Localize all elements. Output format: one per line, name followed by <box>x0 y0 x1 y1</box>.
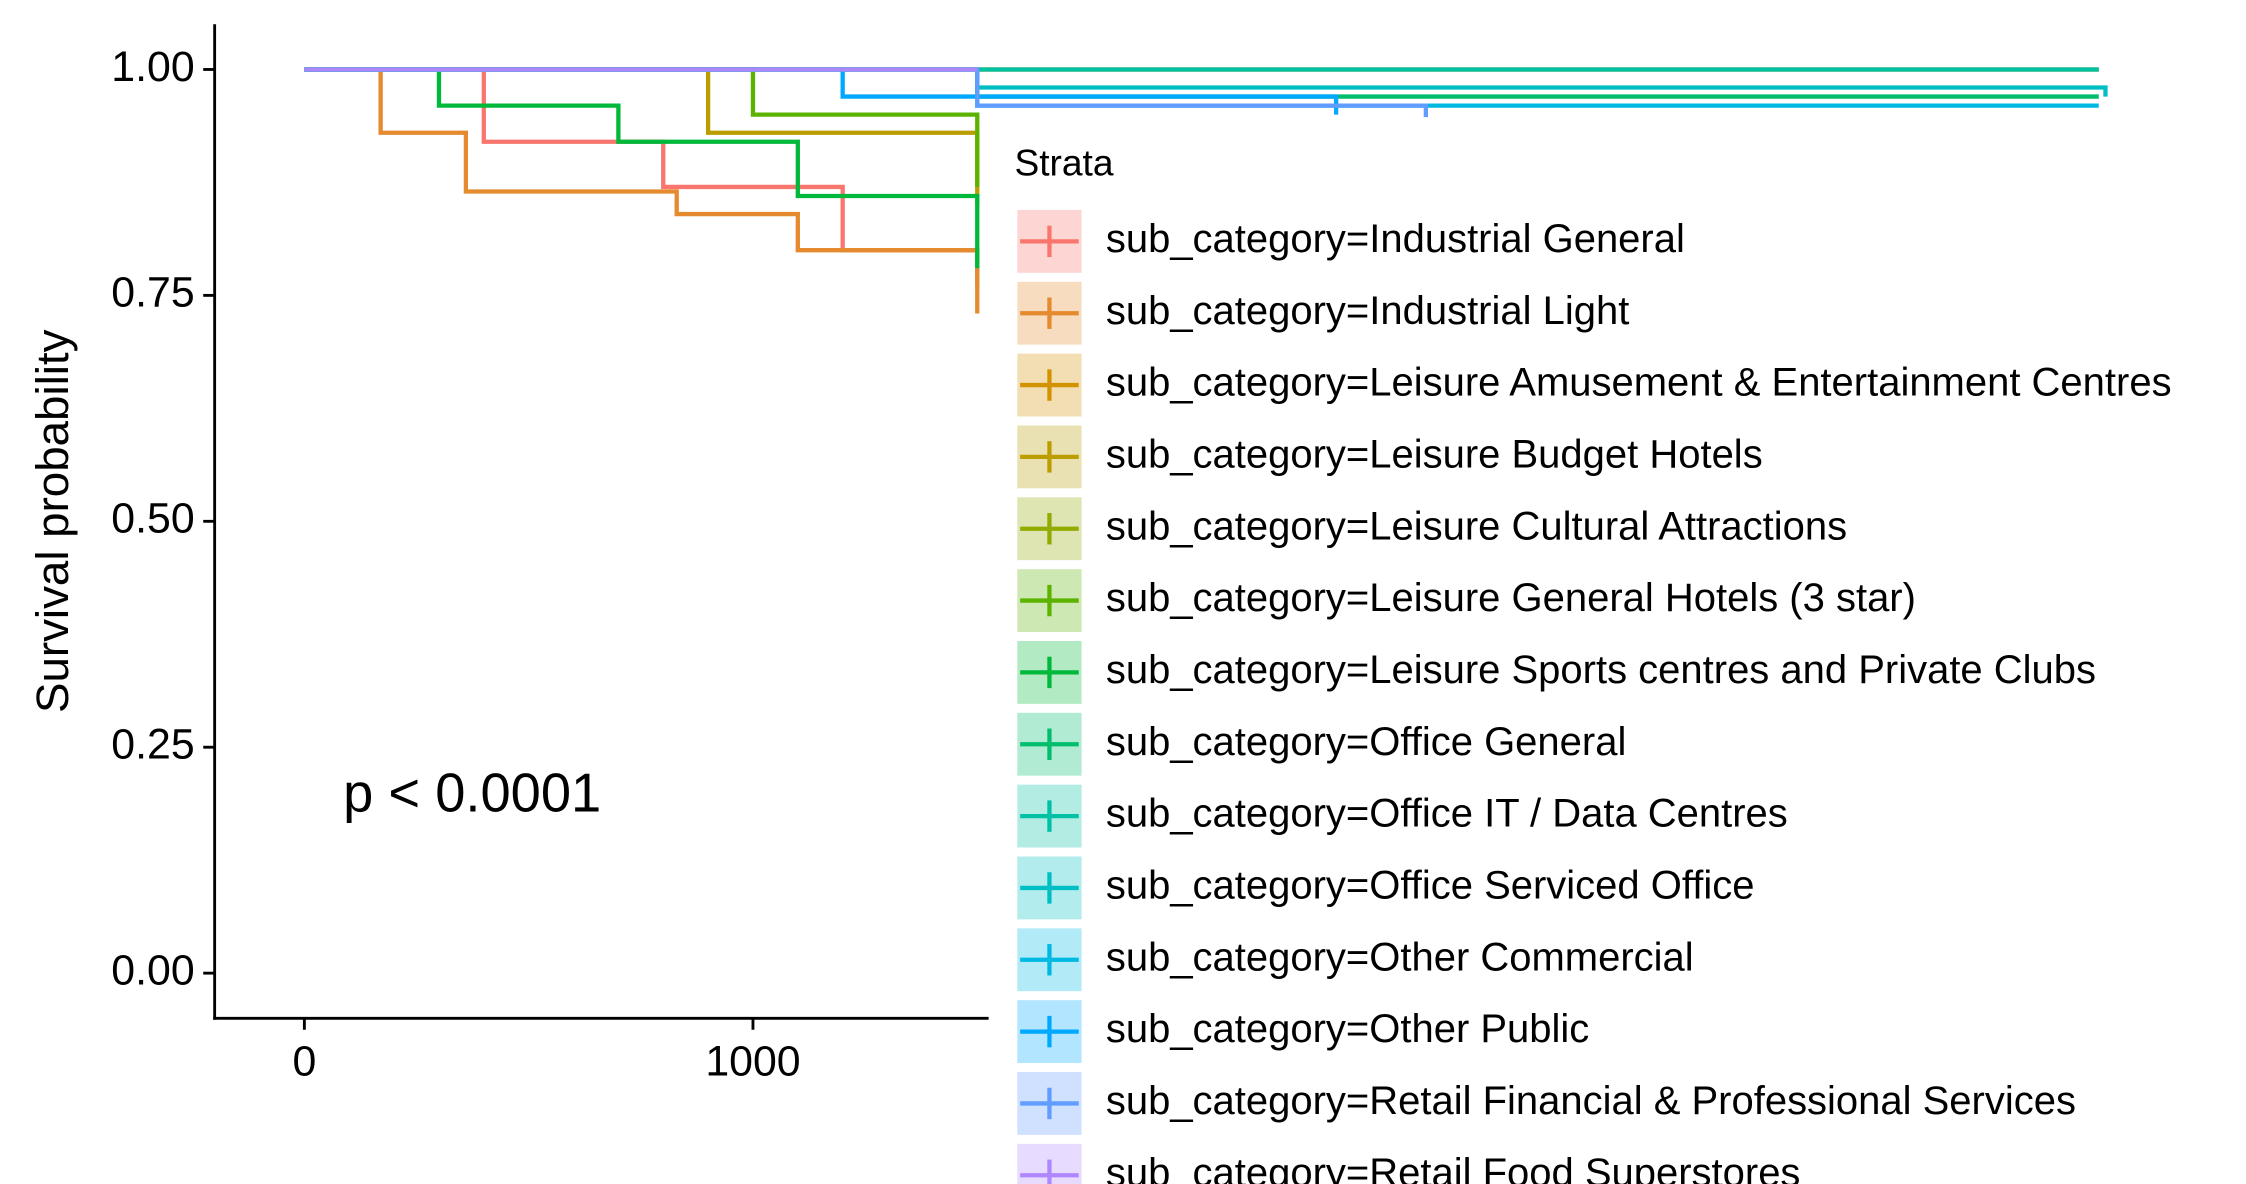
legend-label: sub_category=Industrial General <box>1106 217 1685 261</box>
legend-label: sub_category=Leisure Cultural Attraction… <box>1106 504 1847 548</box>
legend-label: sub_category=Office Serviced Office <box>1106 863 1755 907</box>
legend-label: sub_category=Leisure Amusement & Enterta… <box>1106 361 2172 405</box>
x-tick-label: 1000 <box>705 1037 800 1085</box>
legend-title: Strata <box>1014 141 1113 183</box>
survival-curve <box>304 67 2108 97</box>
legend-label: sub_category=Retail Financial & Professi… <box>1106 1079 2076 1123</box>
y-tick-label: 0.50 <box>111 495 194 543</box>
legend-label: sub_category=Other Public <box>1106 1007 1589 1051</box>
legend: sub_category=Industrial General sub_categ… <box>1017 209 2172 1184</box>
legend-label: sub_category=Other Commercial <box>1106 935 1694 979</box>
y-tick-label: 0.00 <box>111 946 194 994</box>
p-value: p < 0.0001 <box>343 762 601 823</box>
survival-curve <box>304 67 980 206</box>
survival-curve <box>304 67 980 287</box>
y-tick-label: 0.25 <box>111 721 194 769</box>
y-axis-title: Survival probability <box>27 329 78 713</box>
y-tick-label: 1.00 <box>111 43 194 91</box>
survival-curve <box>304 67 980 187</box>
survival-curve <box>304 67 980 314</box>
legend-label: sub_category=Leisure General Hotels (3 s… <box>1106 576 1916 620</box>
legend-label: sub_category=Office IT / Data Centres <box>1106 792 1788 836</box>
curves <box>304 67 2108 314</box>
x-tick-label: 0 <box>292 1037 316 1085</box>
legend-label: sub_category=Office General <box>1106 720 1626 764</box>
survival-curve <box>304 67 2099 99</box>
y-tick-label: 0.75 <box>111 269 194 317</box>
survival-curve <box>304 67 1339 115</box>
legend-background <box>988 117 2243 1184</box>
survival-curve <box>304 67 980 269</box>
legend-label: sub_category=Leisure Budget Hotels <box>1106 432 1763 476</box>
legend-label: sub_category=Leisure Sports centres and … <box>1106 648 2096 692</box>
legend-label: sub_category=Retail Food Superstores <box>1106 1151 1801 1184</box>
legend-label: sub_category=Industrial Light <box>1106 289 1629 333</box>
